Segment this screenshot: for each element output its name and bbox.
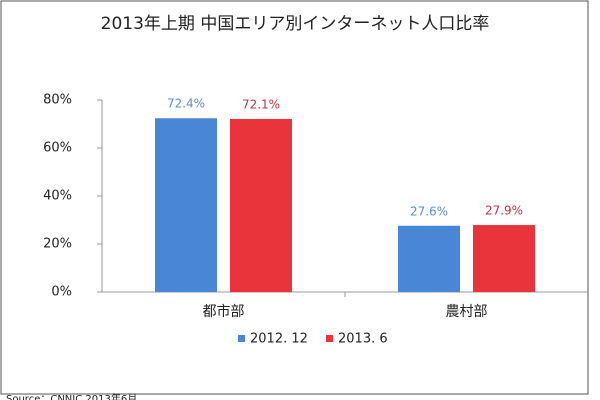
value-label: 27.9% [485,204,523,218]
legend-label: 2012. 12 [250,332,308,347]
bar [473,225,535,292]
legend-label: 2013. 6 [338,332,388,347]
value-label: 27.6% [410,204,448,218]
legend-swatch [326,335,333,342]
x-tick-label: 都市部 [203,303,245,320]
legend-swatch [238,335,245,342]
y-tick-label: 60% [43,141,72,156]
x-tick-label: 農村部 [446,304,488,320]
y-tick-label: 0% [51,285,72,300]
bar [398,225,460,292]
value-label: 72.4% [167,97,205,111]
frame [0,0,589,395]
y-tick-label: 20% [43,237,72,252]
bar [230,118,292,293]
chart-title: 2013年上期 中国エリア別インターネット人口比率 [101,14,490,34]
bar [155,118,217,293]
value-label: 72.1% [242,97,280,111]
source: Source：CNNIC 2013年6月 [6,392,137,400]
y-tick-label: 40% [43,189,72,204]
y-tick-label: 80% [43,93,72,108]
